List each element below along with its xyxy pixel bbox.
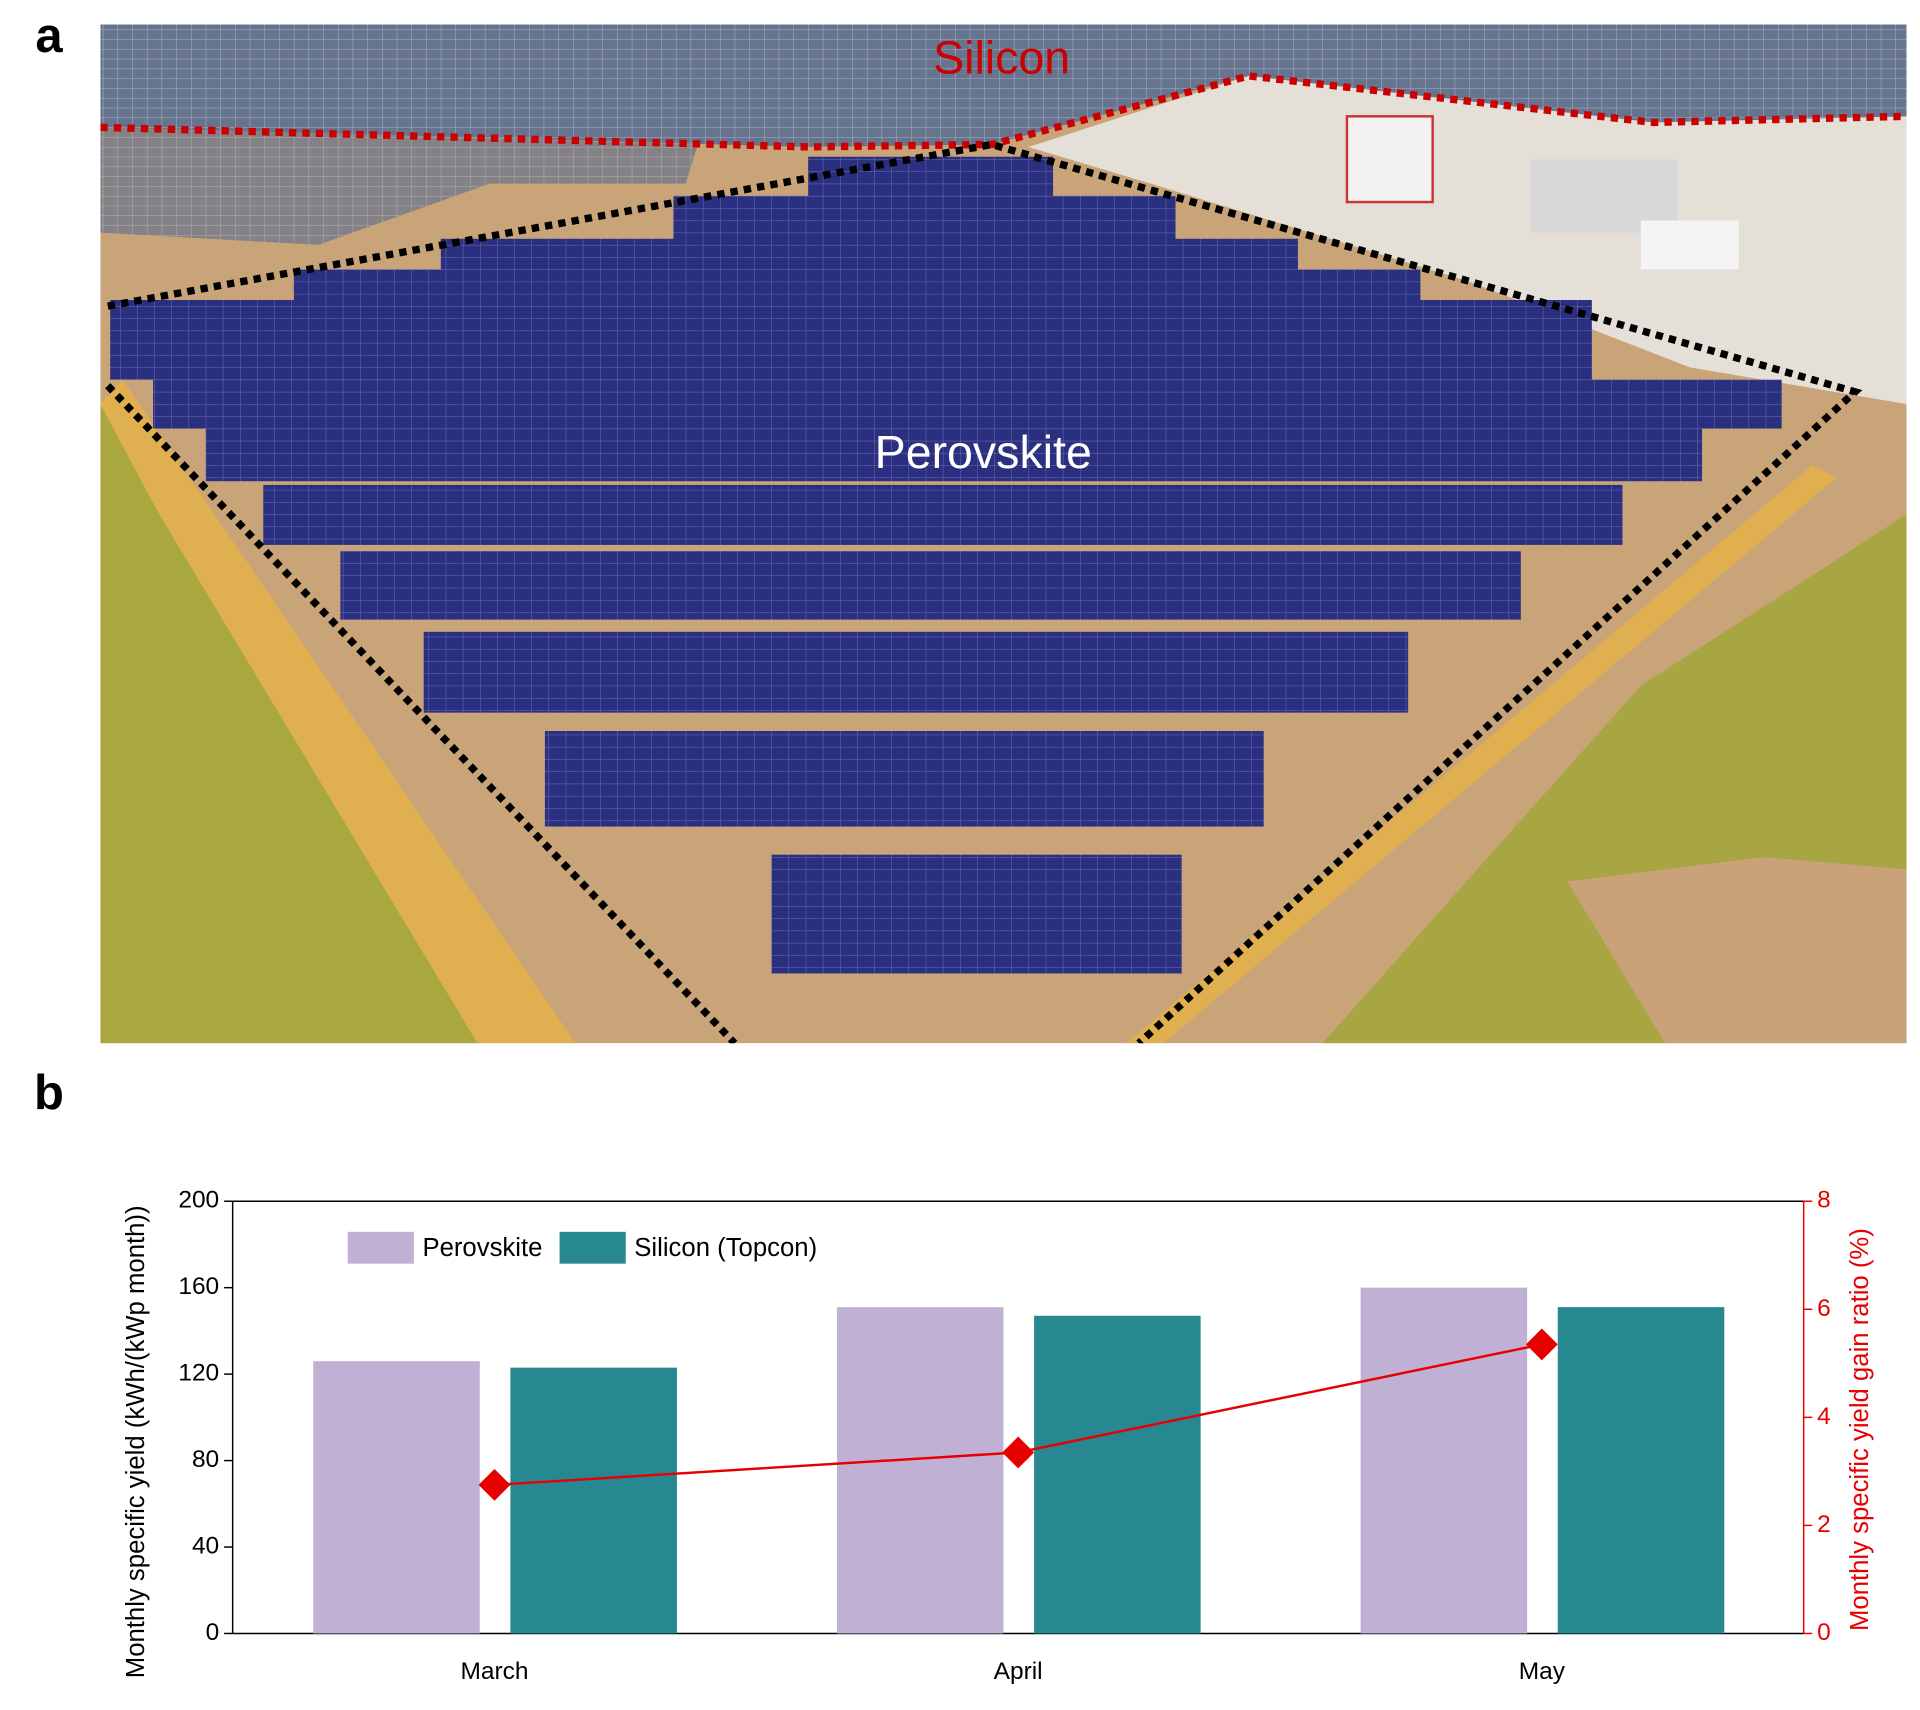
panel-label: b: [34, 1066, 64, 1120]
chart: 0 40 80 120 160 200 0 2 4 6 8 Monthly specific yiel…: [122, 1187, 1874, 1685]
x-tick-label: March: [460, 1658, 528, 1685]
marker: [478, 1468, 511, 1501]
marker: [1002, 1436, 1035, 1469]
legend-swatch: [347, 1231, 414, 1264]
photo-label: Silicon: [933, 32, 1070, 84]
y2-tick-label: 8: [1817, 1187, 1831, 1214]
marker: [1525, 1328, 1558, 1361]
y2-axis-label: Monthly specific yield gain ratio (%): [1846, 1228, 1874, 1631]
y-tick-label: 160: [178, 1273, 219, 1300]
bar: [836, 1307, 1004, 1634]
y-tick-label: 120: [178, 1360, 219, 1387]
bar: [1557, 1307, 1725, 1634]
panel-label: a: [35, 9, 63, 63]
y-tick-label: 40: [192, 1532, 219, 1559]
y-axis-label: Monthly specific yield (kWh/(kWp month)): [122, 1205, 150, 1678]
y-tick-label: 80: [192, 1446, 219, 1473]
y2-tick-label: 2: [1817, 1511, 1831, 1538]
bar: [510, 1367, 677, 1634]
legend-swatch: [559, 1231, 626, 1264]
photo-label: Perovskite: [875, 426, 1092, 478]
y2-tick-label: 0: [1817, 1619, 1831, 1646]
x-tick-label: April: [994, 1658, 1043, 1685]
y2-tick-label: 4: [1817, 1403, 1831, 1430]
bar: [313, 1361, 480, 1634]
y2-tick-label: 6: [1817, 1295, 1831, 1322]
bar: [1034, 1315, 1201, 1634]
legend-label: Perovskite: [422, 1234, 542, 1262]
aerial-photo: Silicon Perovskite: [100, 24, 1907, 1044]
x-tick-label: May: [1519, 1658, 1566, 1685]
bar: [1360, 1287, 1528, 1634]
legend-label: Silicon (Topcon): [634, 1234, 817, 1262]
y-tick-label: 200: [178, 1187, 219, 1214]
y-tick-label: 0: [206, 1619, 220, 1646]
